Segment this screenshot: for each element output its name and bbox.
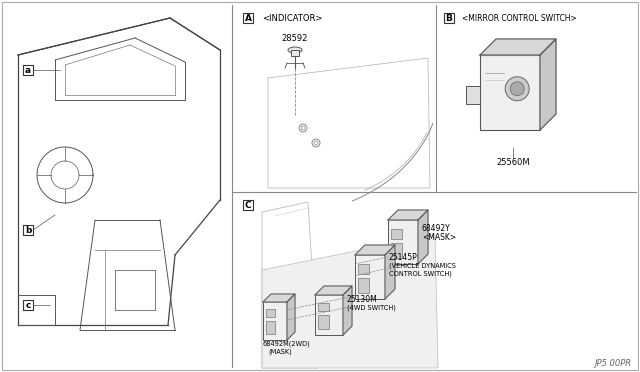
Ellipse shape: [288, 47, 302, 53]
Polygon shape: [388, 210, 428, 220]
Bar: [291, 50, 299, 56]
FancyBboxPatch shape: [444, 13, 454, 23]
Text: 25145P: 25145P: [389, 253, 418, 262]
Bar: [266, 321, 275, 334]
Text: C: C: [244, 201, 252, 209]
Bar: [318, 302, 329, 311]
Text: c: c: [26, 301, 31, 310]
Polygon shape: [480, 39, 556, 55]
Text: A: A: [244, 13, 252, 22]
Polygon shape: [355, 245, 395, 255]
Text: B: B: [445, 13, 452, 22]
Text: 68492Y: 68492Y: [422, 224, 451, 232]
Polygon shape: [263, 294, 295, 302]
Text: JP5 00PR: JP5 00PR: [595, 359, 632, 369]
FancyBboxPatch shape: [23, 65, 33, 75]
Polygon shape: [540, 39, 556, 130]
Bar: [358, 278, 369, 293]
Polygon shape: [262, 235, 438, 368]
Bar: [266, 309, 275, 317]
Bar: [480, 55, 540, 130]
Polygon shape: [287, 294, 295, 340]
Text: (4WD SWITCH): (4WD SWITCH): [347, 305, 396, 311]
FancyBboxPatch shape: [23, 300, 33, 310]
Bar: [318, 315, 329, 329]
Text: 25130M: 25130M: [347, 295, 378, 304]
Text: <MIRROR CONTROL SWITCH>: <MIRROR CONTROL SWITCH>: [462, 13, 577, 22]
Polygon shape: [343, 286, 352, 335]
Bar: [391, 230, 403, 238]
Text: CONTROL SWITCH): CONTROL SWITCH): [389, 271, 452, 277]
Text: 28592: 28592: [282, 33, 308, 42]
Bar: [466, 86, 480, 104]
FancyBboxPatch shape: [243, 13, 253, 23]
Text: 25560M: 25560M: [496, 157, 530, 167]
Polygon shape: [315, 286, 352, 295]
Text: <MASK>: <MASK>: [422, 232, 456, 241]
Bar: [358, 264, 369, 273]
FancyBboxPatch shape: [23, 225, 33, 235]
Polygon shape: [418, 210, 428, 264]
Circle shape: [505, 77, 529, 101]
Text: (MASK): (MASK): [268, 349, 292, 355]
Text: 68492M(2WD): 68492M(2WD): [263, 341, 311, 347]
Circle shape: [510, 82, 524, 96]
Bar: [315, 295, 343, 335]
Bar: [263, 302, 287, 340]
Bar: [355, 255, 385, 299]
Polygon shape: [385, 245, 395, 299]
Text: a: a: [25, 65, 31, 74]
Bar: [388, 220, 418, 264]
FancyBboxPatch shape: [243, 200, 253, 210]
Text: b: b: [25, 225, 31, 234]
Bar: [391, 243, 403, 258]
Text: (VEHICLE DYNAMICS: (VEHICLE DYNAMICS: [389, 263, 456, 269]
Text: <INDICATOR>: <INDICATOR>: [262, 13, 323, 22]
